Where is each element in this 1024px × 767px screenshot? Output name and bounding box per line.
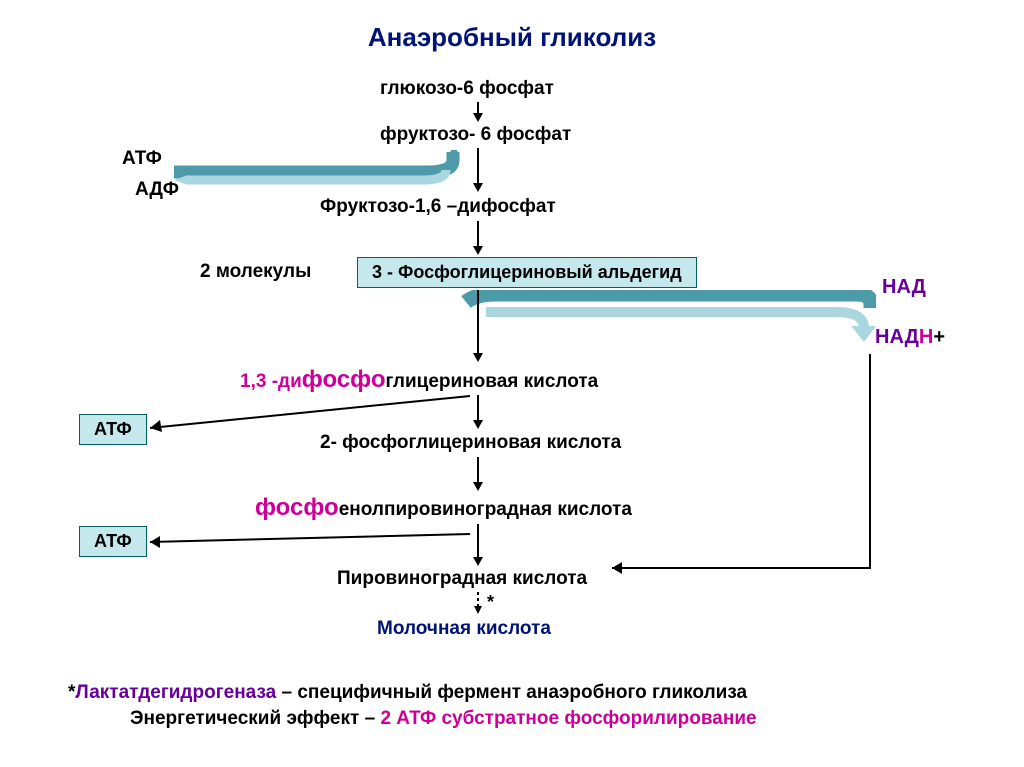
arrow <box>477 457 479 489</box>
foot-2b: 2 АТФ субстратное фосфорилирование <box>380 708 756 729</box>
teal-arrow-atp <box>168 150 468 198</box>
foot-ldh: Лактатдегидрогеназа <box>75 682 276 703</box>
nadh-h: Н <box>919 326 933 348</box>
compound-2pg: 2- фосфоглицериновая кислота <box>320 432 621 454</box>
compound-lactate: Молочная кислота <box>377 618 551 640</box>
footnote-line2: Энергетический эффект – 2 АТФ субстратно… <box>130 708 757 730</box>
compound-f6p: фруктозо- 6 фосфат <box>380 124 571 146</box>
label-2-molecules: 2 молекулы <box>200 261 311 283</box>
pep-post: енолпировиноградная кислота <box>339 499 632 520</box>
arrow-nadh-to-pyruvate <box>600 350 890 590</box>
arrow <box>477 102 479 120</box>
nadh-pre: НАД <box>875 326 919 348</box>
box-atp-2: АТФ <box>79 526 147 557</box>
box-atp-1: АТФ <box>79 414 147 445</box>
bpg-pre: 1,3 -ди <box>240 371 302 392</box>
label-nad: НАД <box>882 276 926 299</box>
pep-pre: фосфо <box>255 494 339 521</box>
label-atp-top: АТФ <box>122 148 162 170</box>
arrow <box>477 221 479 253</box>
arrow <box>477 524 479 564</box>
compound-g6p: глюкозо-6 фосфат <box>380 78 554 100</box>
diagram-title: Анаэробный гликолиз <box>0 22 1024 53</box>
compound-f16bp: Фруктозо-1,6 –дифосфат <box>320 196 556 218</box>
nadh-plus: + <box>933 326 945 348</box>
teal-arrow-nad <box>456 290 876 348</box>
foot-rest1: – специфичный фермент анаэробного гликол… <box>276 682 747 703</box>
star-label: * <box>487 592 494 613</box>
label-nadh: НАДН+ <box>875 326 945 349</box>
arrow-dotted <box>474 592 484 618</box>
bpg-mid: фосфо <box>302 366 386 393</box>
arrow-to-atp2 <box>140 530 480 554</box>
arrow <box>477 148 479 190</box>
arrow <box>477 395 479 427</box>
compound-pyruvate: Пировиноградная кислота <box>337 568 587 590</box>
box-g3p: 3 - Фосфоглицериновый альдегид <box>357 257 697 288</box>
footnote-line1: *Лактатдегидрогеназа – специфичный ферме… <box>68 682 747 704</box>
arrow-to-atp1 <box>140 392 480 436</box>
compound-pep: фосфоенолпировиноградная кислота <box>255 494 632 522</box>
foot-2a: Энергетический эффект – <box>130 708 380 729</box>
compound-13bpg: 1,3 -дифосфоглицериновая кислота <box>240 366 598 394</box>
bpg-post: глицериновая кислота <box>385 371 598 392</box>
arrow <box>477 290 479 360</box>
